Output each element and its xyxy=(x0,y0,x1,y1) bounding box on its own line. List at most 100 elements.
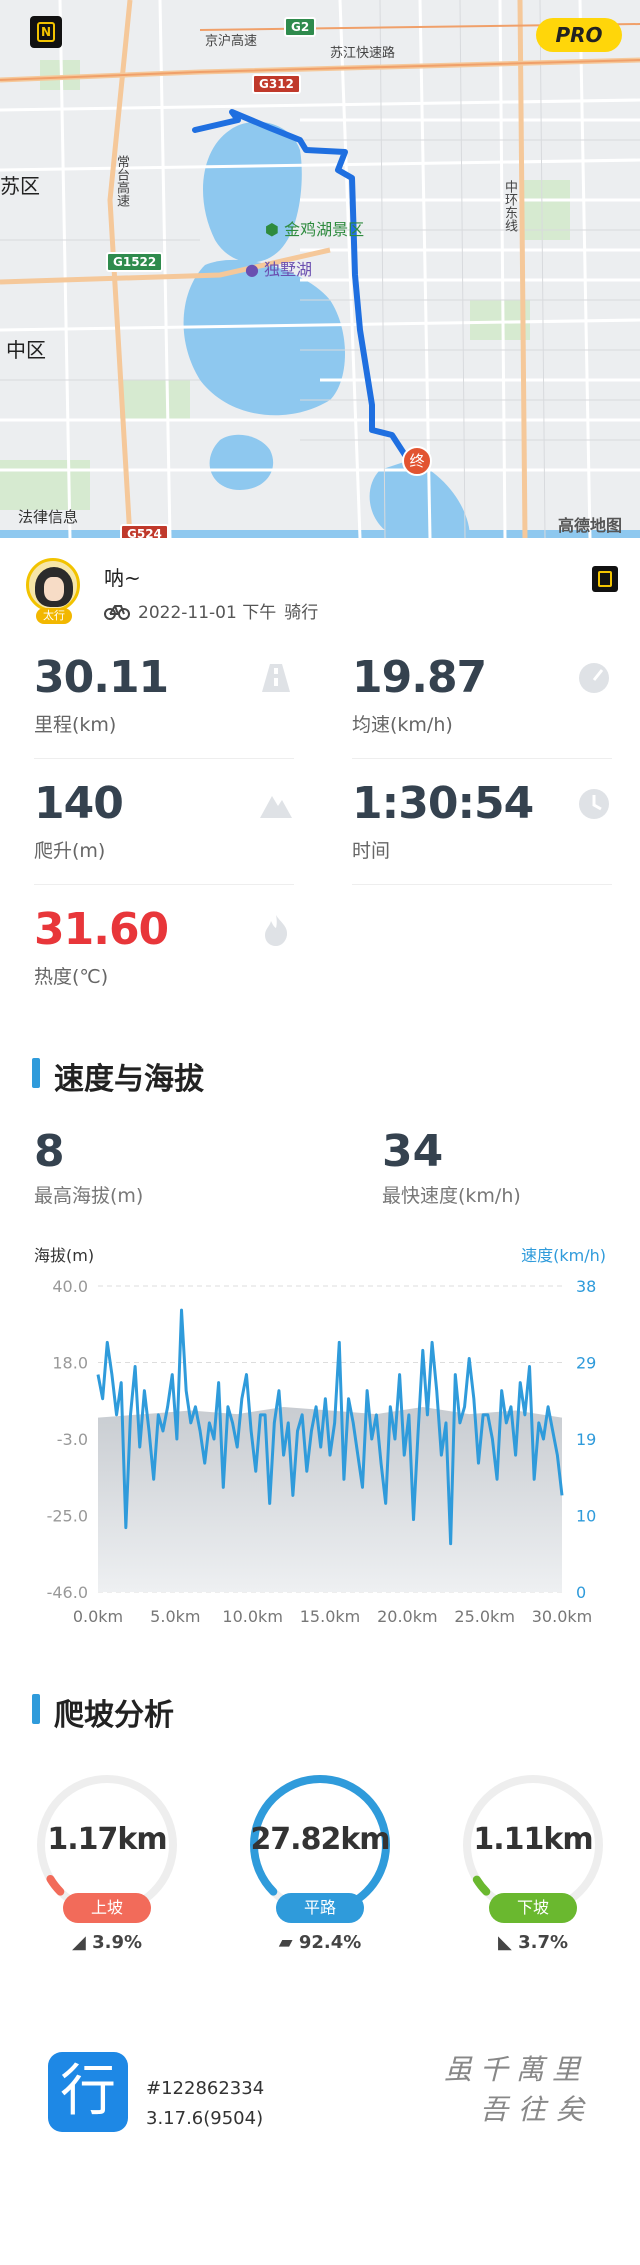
brand-logo-icon: N xyxy=(37,22,55,42)
stat-heat: 31.60 热度(℃) xyxy=(34,904,294,1014)
x-tick-label: 5.0km xyxy=(150,1607,200,1626)
stat-distance: 30.11 里程(km) xyxy=(34,652,294,762)
chart-canvas: 40.0 38 18.0 29 -3.0 19 -25.0 10 -46.0 0 0.0km 5.0k… xyxy=(47,1277,597,1626)
map-label-jinghu: 京沪高速 xyxy=(205,34,258,49)
max-altitude-value: 8 xyxy=(34,1126,65,1177)
road-badge-g312: G312 xyxy=(252,74,301,94)
speed-line xyxy=(96,1308,564,1546)
left-tick-label: -46.0 xyxy=(47,1583,88,1602)
road-badge-g524: G524 xyxy=(120,524,169,538)
stat-duration-value: 1:30:54 xyxy=(352,778,534,829)
app-version: 3.17.6(9504) xyxy=(146,2108,264,2129)
right-tick-label: 38 xyxy=(576,1277,596,1296)
section-title-climb: 爬坡分析 xyxy=(32,1690,174,1734)
footer-info: #122862334 3.17.6(9504) xyxy=(146,2074,264,2134)
uphill-distance: 1.17km xyxy=(47,1822,167,1857)
stat-heat-label: 热度(℃) xyxy=(34,966,109,988)
app-logo: 行 xyxy=(48,2052,128,2132)
calligraphy-slogan: 虽千萬里 吾往矣 xyxy=(444,2050,604,2130)
calligraphy-line-2: 吾往矣 xyxy=(480,2093,595,2126)
climb-downhill: 1.11km 下坡 ◣ 3.7% xyxy=(458,1770,608,1953)
left-axis-title: 海拔(m) xyxy=(34,1246,95,1265)
flat-percent: ▰ 92.4% xyxy=(245,1932,395,1953)
speed-altitude-chart[interactable]: 海拔(m) 速度(km/h) 40.0 38 18.0 29 -3.0 19 -25.0 10… xyxy=(0,1236,640,1626)
downhill-label: 下坡 xyxy=(489,1893,577,1923)
calligraphy-line-1: 虽千萬里 xyxy=(444,2053,589,2086)
max-speed-value: 34 xyxy=(382,1126,444,1177)
ride-meta: 2022-11-01 下午 骑行 xyxy=(104,598,318,623)
stat-distance-label: 里程(km) xyxy=(34,714,117,736)
x-tick-label: 25.0km xyxy=(454,1607,514,1626)
flat-distance: 27.82km xyxy=(250,1822,390,1857)
pro-badge[interactable]: PRO xyxy=(536,18,622,52)
map-label-dushu: ● 独墅湖 xyxy=(245,256,312,280)
rider-profile: 太行 呐~ 2022-11-01 下午 骑行 xyxy=(0,552,640,632)
stat-climb: 140 爬升(m) xyxy=(34,778,294,888)
activity-id: #122862334 xyxy=(146,2078,265,2099)
road-badge-g2: G2 xyxy=(284,17,317,37)
x-tick-label: 30.0km xyxy=(532,1607,592,1626)
flat-road-icon: ▰ xyxy=(278,1932,299,1953)
map-label-jinji-scenic-text: 金鸡湖景区 xyxy=(284,220,365,239)
max-speed: 34 最快速度(km/h) xyxy=(382,1126,521,1208)
road-badge-g1522: G1522 xyxy=(106,252,164,272)
ring-progress xyxy=(250,1775,390,1915)
map-provider-logo: 高德地图 xyxy=(558,516,623,535)
route-end-marker[interactable]: 终 xyxy=(402,446,432,476)
downhill-percent-text: 3.7% xyxy=(518,1932,569,1953)
speedometer-icon xyxy=(579,663,609,693)
x-tick-label: 15.0km xyxy=(300,1607,360,1626)
map-label-suzhou-express: 苏江快速路 xyxy=(330,46,396,61)
left-tick-label: 40.0 xyxy=(52,1277,88,1296)
uphill-slope-icon: ◢ xyxy=(71,1932,93,1953)
stat-avg-speed-label: 均速(km/h) xyxy=(352,714,453,736)
map-legal-link[interactable]: 法律信息 xyxy=(18,508,79,526)
uphill-percent: ◢ 3.9% xyxy=(32,1932,182,1953)
map-label-dushu-text: 独墅湖 xyxy=(264,260,313,279)
downhill-slope-icon: ◣ xyxy=(497,1932,519,1953)
stat-duration-label: 时间 xyxy=(352,840,391,862)
map-label-changtai: 常台高速 xyxy=(114,155,129,207)
avatar[interactable] xyxy=(26,558,80,612)
map-label-zhonghuan: 中环东线 xyxy=(502,180,517,232)
downhill-percent: ◣ 3.7% xyxy=(458,1932,608,1953)
stat-avg-speed-value: 19.87 xyxy=(352,652,487,703)
max-altitude: 8 最高海拔(m) xyxy=(34,1126,143,1208)
mountain-icon xyxy=(260,796,292,818)
stat-distance-value: 30.11 xyxy=(34,652,169,703)
right-tick-label: 29 xyxy=(576,1354,596,1373)
flat-percent-text: 92.4% xyxy=(298,1932,362,1953)
stat-climb-label: 爬升(m) xyxy=(34,840,106,862)
x-tick-label: 10.0km xyxy=(222,1607,282,1626)
brand-small-logo xyxy=(592,566,618,592)
stat-heat-value: 31.60 xyxy=(34,904,169,955)
climb-flat: 27.82km 平路 ▰ 92.4% xyxy=(245,1770,395,1953)
map-label-jinji-scenic: ⬢ 金鸡湖景区 xyxy=(265,216,364,240)
brand-logo: N xyxy=(30,16,62,48)
x-tick-label: 20.0km xyxy=(377,1607,437,1626)
road-icon xyxy=(262,664,290,692)
right-tick-label: 0 xyxy=(576,1583,586,1602)
ring-progress xyxy=(463,1775,603,1915)
ride-activity: 骑行 xyxy=(284,603,319,623)
clock-icon xyxy=(579,789,609,819)
username: 呐~ xyxy=(104,566,141,590)
stat-duration: 1:30:54 时间 xyxy=(352,778,612,888)
ride-datetime: 2022-11-01 下午 xyxy=(138,603,277,623)
stat-climb-value: 140 xyxy=(34,778,124,829)
section-title-speed-altitude: 速度与海拔 xyxy=(32,1054,204,1098)
downhill-distance: 1.11km xyxy=(473,1822,593,1857)
poi-icon: ● xyxy=(245,260,265,279)
route-map[interactable]: N PRO G2 G312 G1522 G524 苏区 中区 京沪高速 苏江快速… xyxy=(0,0,640,538)
left-tick-label: -3.0 xyxy=(57,1430,88,1449)
ring-progress xyxy=(37,1775,177,1915)
right-axis-title: 速度(km/h) xyxy=(521,1246,606,1265)
x-tick-label: 0.0km xyxy=(73,1607,123,1626)
max-speed-label: 最快速度(km/h) xyxy=(382,1185,521,1207)
left-tick-label: -25.0 xyxy=(47,1507,88,1526)
flame-icon xyxy=(265,915,288,946)
map-label-suzhou: 苏区 xyxy=(0,174,40,198)
park-icon: ⬢ xyxy=(265,220,285,239)
flat-label: 平路 xyxy=(276,1893,364,1923)
stat-avg-speed: 19.87 均速(km/h) xyxy=(352,652,612,762)
